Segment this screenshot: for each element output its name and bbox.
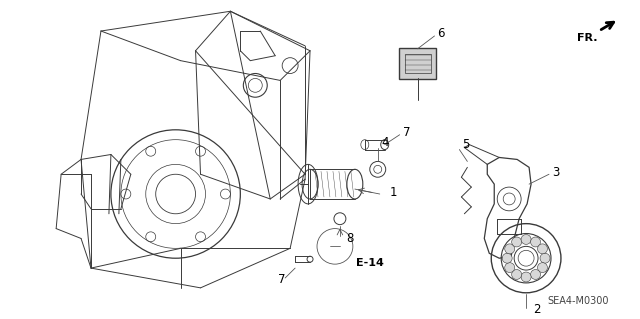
Circle shape	[505, 244, 515, 254]
Text: SEA4-M0300: SEA4-M0300	[547, 296, 609, 306]
Circle shape	[521, 234, 531, 244]
Circle shape	[531, 270, 541, 279]
FancyBboxPatch shape	[399, 48, 436, 79]
Text: 5: 5	[462, 138, 470, 151]
Circle shape	[505, 263, 515, 272]
Text: 6: 6	[438, 27, 445, 41]
Circle shape	[538, 263, 547, 272]
Text: FR.: FR.	[577, 33, 597, 43]
Text: 7: 7	[403, 126, 410, 139]
Text: 4: 4	[381, 136, 389, 149]
Circle shape	[531, 237, 541, 247]
Circle shape	[502, 253, 512, 263]
Circle shape	[538, 244, 547, 254]
Circle shape	[511, 237, 522, 247]
Text: 2: 2	[533, 303, 541, 316]
Text: 1: 1	[390, 186, 397, 198]
Text: 7: 7	[278, 273, 285, 286]
Circle shape	[540, 253, 550, 263]
Text: E-14: E-14	[356, 258, 384, 268]
Text: 8: 8	[346, 232, 353, 245]
Circle shape	[511, 270, 522, 279]
Circle shape	[521, 272, 531, 282]
Text: 3: 3	[552, 166, 559, 179]
Bar	[404, 54, 431, 73]
